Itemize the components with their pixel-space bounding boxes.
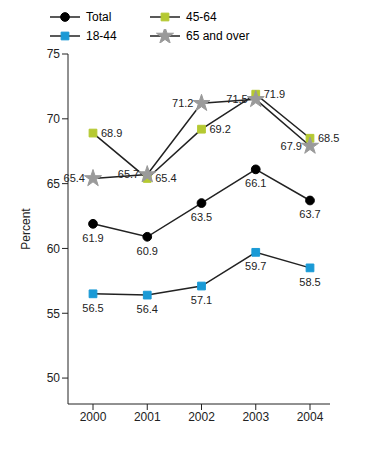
svg-text:2002: 2002 (188, 410, 215, 424)
html-text:45-64: 45-64 (186, 9, 217, 24)
html-text:65 and over: 65 and over (186, 28, 250, 43)
svg-text:60: 60 (47, 242, 61, 256)
svg-text:67.9: 67.9 (281, 140, 302, 152)
svg-text:65: 65 (47, 177, 61, 191)
svg-text:66.1: 66.1 (245, 177, 266, 189)
svg-text:2004: 2004 (297, 410, 324, 424)
svg-text:68.5: 68.5 (318, 132, 339, 144)
svg-text:69.2: 69.2 (210, 123, 231, 135)
svg-text:56.4: 56.4 (137, 303, 158, 315)
svg-text:58.5: 58.5 (299, 276, 320, 288)
svg-text:65.4: 65.4 (64, 172, 85, 184)
svg-text:63.7: 63.7 (299, 208, 320, 220)
svg-text:2000: 2000 (80, 410, 107, 424)
svg-text:55: 55 (47, 307, 61, 321)
svg-text:2001: 2001 (134, 410, 161, 424)
svg-text:50: 50 (47, 371, 61, 385)
svg-text:Percent: Percent (19, 208, 33, 250)
svg-text:63.5: 63.5 (191, 211, 212, 223)
svg-text:71.2: 71.2 (172, 97, 193, 109)
svg-text:70: 70 (47, 112, 61, 126)
svg-text:57.1: 57.1 (191, 294, 212, 306)
svg-text:59.7: 59.7 (245, 260, 266, 272)
html-text:18-44: 18-44 (86, 28, 117, 43)
svg-text:71.5: 71.5 (226, 93, 247, 105)
svg-text:56.5: 56.5 (82, 302, 103, 314)
svg-text:65.4: 65.4 (155, 172, 176, 184)
svg-text:2003: 2003 (242, 410, 269, 424)
svg-text:68.9: 68.9 (101, 127, 122, 139)
svg-text:60.9: 60.9 (137, 245, 158, 257)
html-text:Total: Total (86, 9, 112, 24)
svg-text:61.9: 61.9 (82, 232, 103, 244)
svg-text:65.7: 65.7 (118, 168, 139, 180)
svg-text:71.9: 71.9 (264, 88, 285, 100)
svg-text:75: 75 (47, 47, 61, 61)
